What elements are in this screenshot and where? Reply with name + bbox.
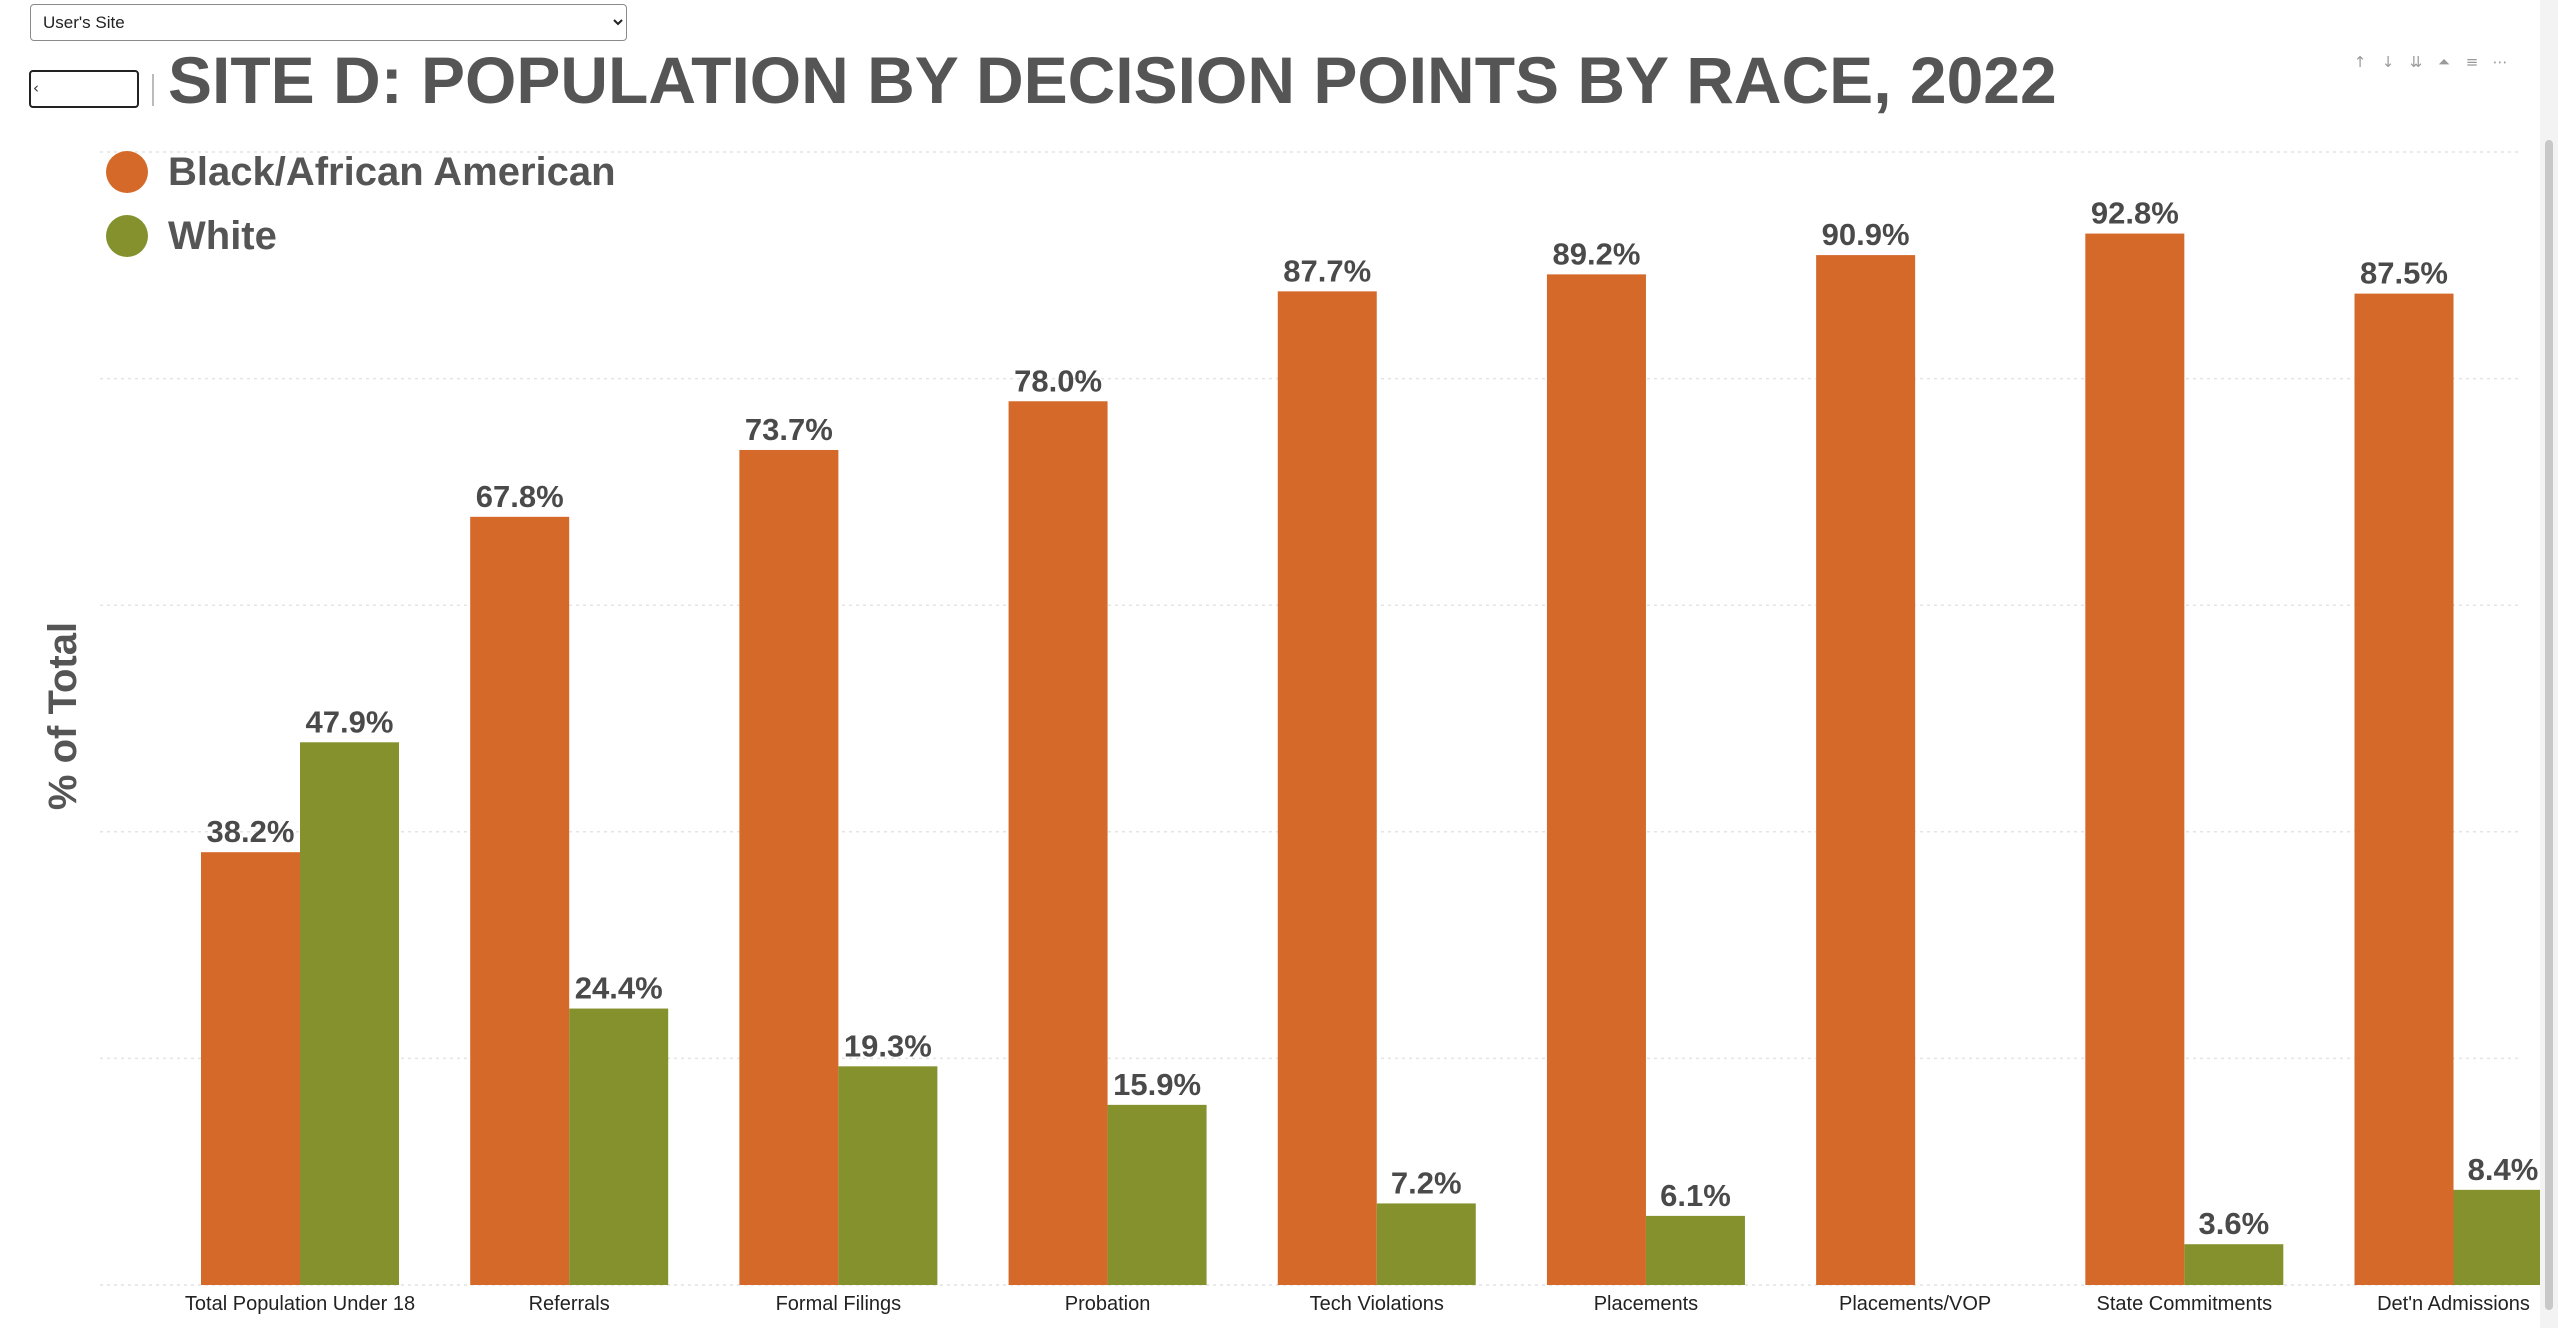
- scrollbar-thumb[interactable]: [2545, 140, 2553, 1310]
- bar: [1277, 291, 1377, 1285]
- bar: [1008, 401, 1108, 1285]
- legend-label: Black/African American: [168, 150, 616, 194]
- data-label: 38.2%: [207, 814, 295, 849]
- sort-ascending-icon[interactable]: ↑: [2353, 53, 2367, 71]
- data-label: 92.8%: [2091, 196, 2179, 231]
- data-label: 3.6%: [2198, 1206, 2269, 1241]
- back-button[interactable]: ‹: [29, 70, 139, 108]
- x-tick-label: Referrals: [529, 1293, 610, 1315]
- bar: [470, 516, 570, 1285]
- data-label: 67.8%: [476, 479, 564, 514]
- bar: [1816, 255, 1916, 1285]
- data-label: 47.9%: [306, 704, 394, 739]
- x-tick-label: State Commitments: [2097, 1293, 2273, 1315]
- legend-marker: [106, 151, 148, 193]
- bar: [2184, 1244, 2284, 1285]
- bar: [1546, 274, 1646, 1285]
- more-options-icon[interactable]: ⋯: [2492, 53, 2508, 71]
- expand-all-icon[interactable]: ⇊: [2409, 53, 2423, 71]
- legend-label: White: [168, 214, 277, 258]
- data-label: 87.5%: [2360, 256, 2448, 291]
- data-label: 15.9%: [1113, 1067, 1201, 1102]
- x-tick-label: Det'n Admissions: [2377, 1293, 2530, 1315]
- x-tick-label: Placements/VOP: [1839, 1293, 1991, 1315]
- data-label: 73.7%: [745, 412, 833, 447]
- y-axis-label: % of Total: [41, 622, 85, 810]
- bar: [2354, 293, 2454, 1285]
- x-tick-label: Total Population Under 18: [185, 1293, 415, 1315]
- x-tick-label: Probation: [1065, 1293, 1151, 1315]
- bar: [2085, 233, 2185, 1285]
- bar: [569, 1008, 669, 1285]
- sort-descending-icon[interactable]: ↓: [2381, 53, 2395, 71]
- bar: [201, 852, 300, 1285]
- data-label: 87.7%: [1283, 253, 1371, 288]
- bar: [838, 1066, 938, 1285]
- bar: [1107, 1104, 1207, 1285]
- bar: [300, 742, 399, 1285]
- data-label: 78.0%: [1014, 363, 1102, 398]
- filter-icon[interactable]: ≡: [2465, 53, 2479, 71]
- data-label: 89.2%: [1552, 236, 1640, 271]
- data-label: 19.3%: [844, 1028, 932, 1063]
- site-filter-dropdown[interactable]: User's Site: [30, 4, 627, 41]
- data-label: 90.9%: [1822, 217, 1910, 252]
- title-divider: [152, 74, 154, 106]
- x-tick-label: Formal Filings: [776, 1293, 902, 1315]
- page-title: SITE D: POPULATION BY DECISION POINTS BY…: [168, 43, 2057, 117]
- x-tick-label: Placements: [1594, 1293, 1699, 1315]
- bar: [1645, 1215, 1745, 1285]
- bar: [2453, 1189, 2540, 1285]
- drill-up-icon[interactable]: ⏶: [2437, 53, 2450, 71]
- bar: [739, 449, 839, 1285]
- data-label: 7.2%: [1391, 1165, 1462, 1200]
- x-tick-label: Tech Violations: [1310, 1293, 1444, 1315]
- data-label: 8.4%: [2468, 1152, 2539, 1187]
- legend-marker: [106, 215, 148, 257]
- bar: [1376, 1203, 1476, 1285]
- visual-header-toolbar: ↑ ↓ ⇊ ⏶ ≡ ⋯: [2350, 50, 2510, 74]
- data-label: 24.4%: [575, 971, 663, 1006]
- data-label: 6.1%: [1660, 1178, 1731, 1213]
